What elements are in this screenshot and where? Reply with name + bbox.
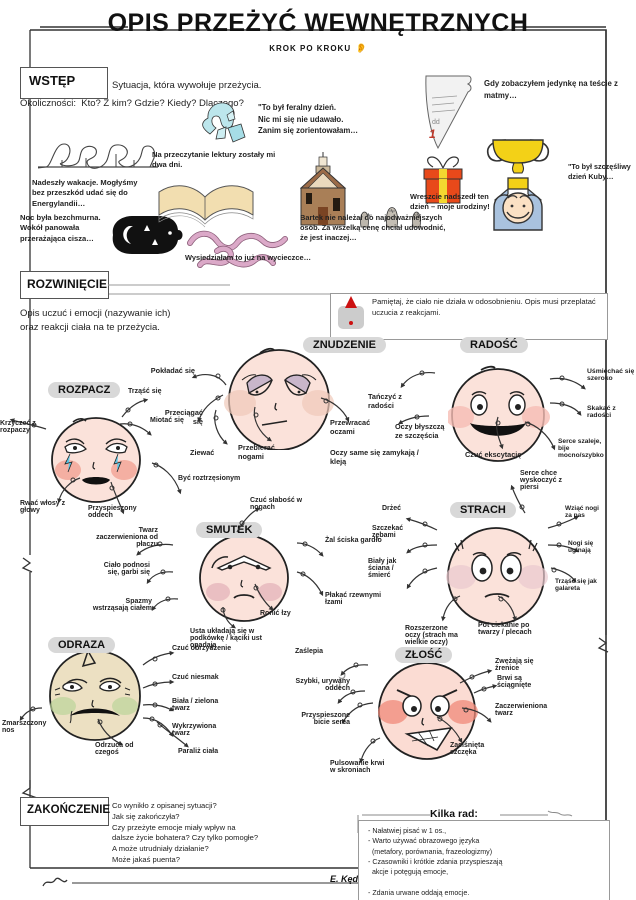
svg-text:1: 1 [429,127,436,141]
svg-text:dd: dd [432,119,440,126]
